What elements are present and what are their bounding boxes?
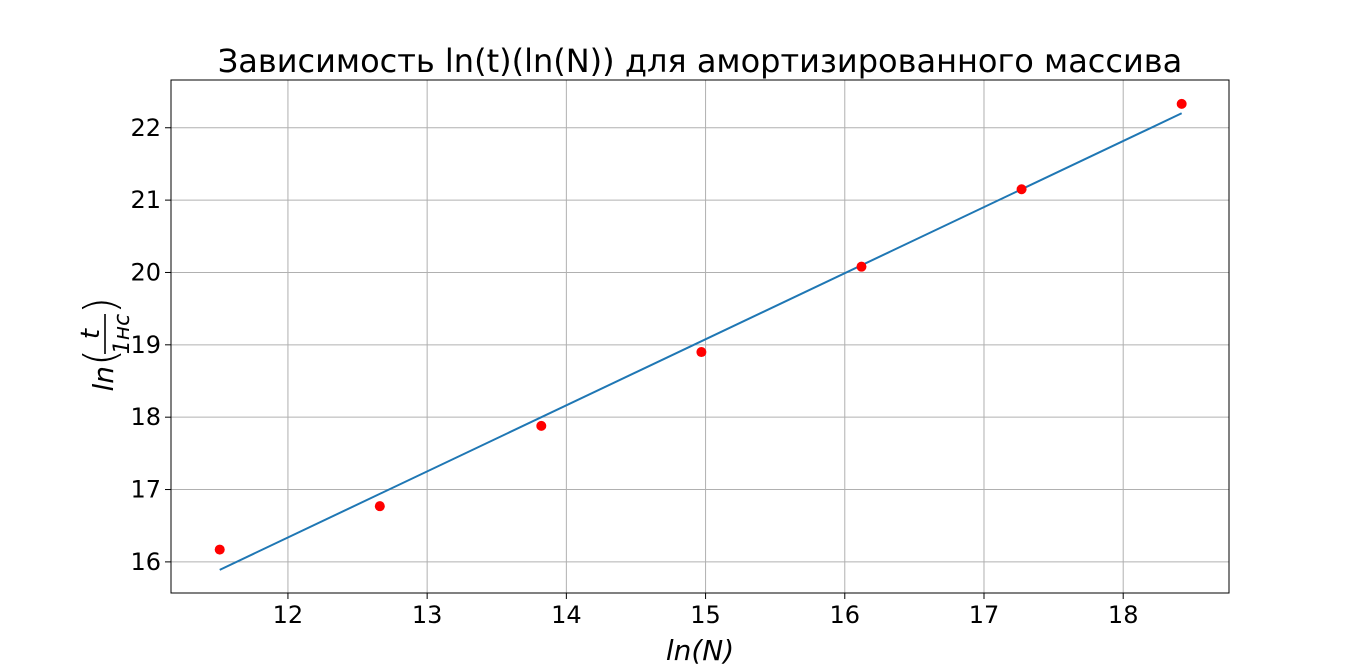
fit-line bbox=[219, 112, 1183, 571]
y-axis-label-paren-close: ) bbox=[75, 297, 126, 314]
data-points bbox=[214, 98, 1187, 555]
y-axis-label-numerator: t bbox=[76, 328, 106, 339]
y-axis-label-prefix: ln bbox=[87, 366, 120, 392]
x-axis-label: ln(N) bbox=[666, 634, 734, 666]
grid bbox=[171, 80, 1229, 593]
data-point bbox=[214, 544, 225, 555]
y-tick-label: 20 bbox=[130, 258, 161, 286]
data-point bbox=[1016, 184, 1027, 195]
x-tick-label: 12 bbox=[273, 601, 304, 629]
y-tick-label: 19 bbox=[130, 331, 161, 359]
data-point bbox=[696, 347, 707, 358]
y-tick-label: 18 bbox=[130, 403, 161, 431]
plot-frame bbox=[170, 79, 1230, 594]
x-tick-label: 15 bbox=[690, 601, 721, 629]
y-axis-label: ln ( t 1нс ) bbox=[75, 297, 135, 392]
y-tick-label: 21 bbox=[130, 186, 161, 214]
y-tick-label: 16 bbox=[130, 548, 161, 576]
x-tick-label: 16 bbox=[830, 601, 861, 629]
data-point bbox=[856, 261, 867, 272]
x-tick-label: 14 bbox=[551, 601, 582, 629]
y-tick-label: 17 bbox=[130, 476, 161, 504]
y-axis-ticks: 16 17 18 19 20 21 22 bbox=[130, 114, 171, 576]
x-tick-label: 13 bbox=[412, 601, 443, 629]
y-tick-label: 22 bbox=[130, 114, 161, 142]
data-point bbox=[1176, 98, 1187, 109]
x-axis-ticks: 12 13 14 15 16 17 18 bbox=[273, 593, 1139, 629]
y-axis-label-denominator: 1нс bbox=[110, 314, 135, 354]
x-tick-label: 18 bbox=[1108, 601, 1139, 629]
data-point bbox=[374, 501, 385, 512]
data-point bbox=[536, 420, 547, 431]
y-axis-label-paren-open: ( bbox=[75, 349, 126, 366]
chart-title: Зависимость ln(t)(ln(N)) для амортизиров… bbox=[218, 42, 1183, 80]
x-tick-label: 17 bbox=[969, 601, 1000, 629]
fit-line-layer bbox=[219, 112, 1183, 571]
